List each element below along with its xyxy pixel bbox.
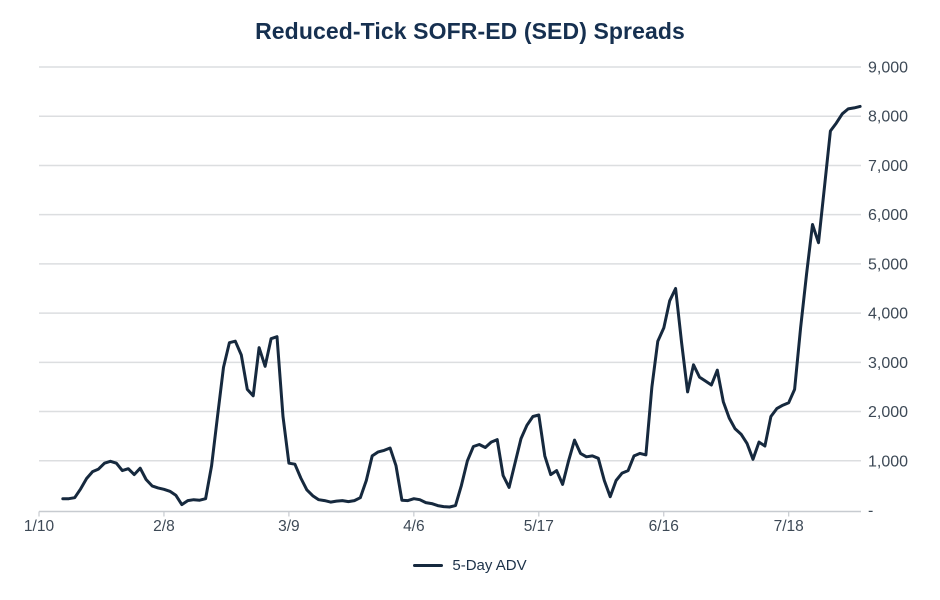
y-tick-label: 8,000: [868, 109, 908, 126]
x-tick-label: 3/9: [278, 518, 300, 535]
y-tick-label: 5,000: [868, 256, 908, 273]
x-tick-label: 1/10: [24, 518, 55, 535]
y-tick-label: 7,000: [868, 158, 908, 175]
series-line-5-day-adv: [61, 104, 862, 509]
y-tick-label: 2,000: [868, 404, 908, 421]
x-tick-label: 5/17: [524, 518, 554, 535]
x-tick-label: 2/8: [153, 518, 175, 535]
legend-label: 5-Day ADV: [452, 557, 527, 574]
y-tick-label: 1,000: [868, 453, 908, 470]
legend: 5-Day ADV: [0, 557, 940, 574]
legend-line-swatch: [413, 564, 444, 567]
x-tick-label: 4/6: [403, 518, 425, 535]
chart-title: Reduced-Tick SOFR-ED (SED) Spreads: [255, 18, 685, 44]
y-tick-label: 4,000: [868, 306, 908, 323]
y-tick-label: 6,000: [868, 207, 908, 224]
y-tick-label: -: [868, 503, 873, 520]
y-tick-label: 3,000: [868, 355, 908, 372]
x-tick-label: 6/16: [649, 518, 679, 535]
y-tick-label: 9,000: [868, 60, 908, 77]
x-tick-label: 7/18: [774, 518, 804, 535]
